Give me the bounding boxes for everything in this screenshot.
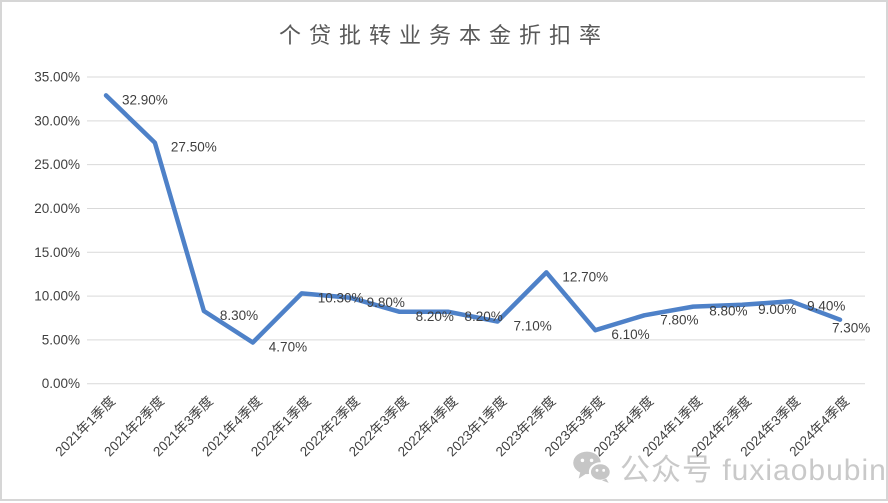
y-axis-tick-label: 25.00% (34, 157, 80, 172)
y-axis-tick-label: 0.00% (42, 376, 80, 391)
data-label: 9.00% (758, 302, 796, 317)
y-axis-tick-label: 30.00% (34, 113, 80, 128)
data-label: 8.20% (465, 309, 503, 324)
watermark-text: 公众号 fuxiaobubin (620, 454, 887, 487)
data-label: 4.70% (269, 340, 307, 355)
data-label: 32.90% (122, 92, 168, 107)
data-label: 7.10% (513, 318, 551, 333)
data-label: 9.80% (367, 295, 405, 310)
y-axis-tick-label: 10.00% (34, 289, 80, 304)
wechat-icon (573, 451, 612, 483)
y-axis-tick-label: 5.00% (42, 332, 80, 347)
data-label: 7.30% (832, 321, 870, 336)
y-axis-tick-label: 15.00% (34, 245, 80, 260)
y-axis-tick-label: 35.00% (34, 70, 80, 85)
data-label: 10.30% (318, 290, 364, 305)
series-line (103, 93, 843, 345)
chart-title: 个贷批转业务本金折扣率 (278, 24, 609, 49)
data-label: 27.50% (171, 140, 217, 155)
data-label: 9.40% (807, 298, 845, 313)
data-label: 7.80% (660, 312, 698, 327)
data-label: 6.10% (611, 327, 649, 342)
data-label: 8.30% (220, 308, 258, 323)
data-label: 12.70% (562, 269, 608, 284)
data-label: 8.20% (416, 309, 454, 324)
data-label: 8.80% (709, 304, 747, 319)
y-axis-tick-label: 20.00% (34, 201, 80, 216)
watermark: 公众号 fuxiaobubin (572, 446, 887, 488)
